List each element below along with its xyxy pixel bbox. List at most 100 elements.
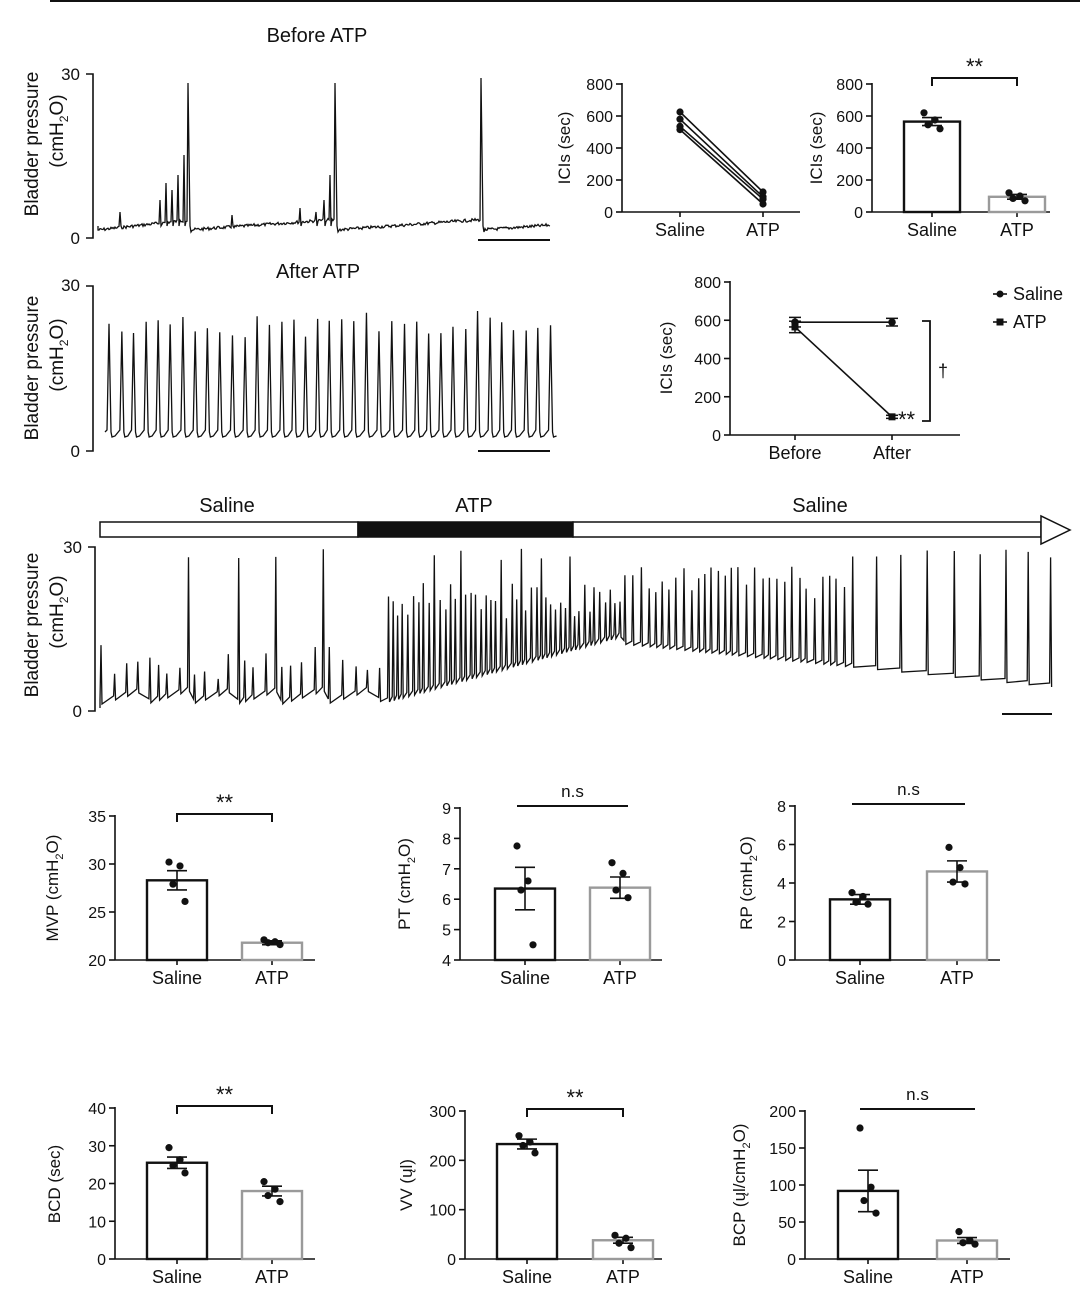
vv-point [627, 1244, 635, 1252]
vv-point [515, 1132, 523, 1140]
bcd-xtick-label: Saline [152, 1267, 202, 1287]
bcp-point [966, 1236, 974, 1245]
bcp-ytick-label: 100 [769, 1178, 796, 1195]
trace-before-yaxis [86, 73, 94, 239]
vv-sig-label: ** [566, 1085, 584, 1110]
ici_bar-ytick-label: 600 [836, 109, 863, 126]
pt-point [619, 869, 627, 877]
ici-paired-line [679, 111, 764, 193]
bcd-bar-saline [145, 1161, 209, 1261]
ici_bar-ylabel: ICIs (sec) [807, 112, 826, 185]
bcd-point [165, 1144, 173, 1152]
pt-panel: 4 5 6 7 8 9 Saline ATP PT (cmH2O) n.s [395, 782, 662, 988]
ici-paired-line [679, 129, 764, 205]
bcp-panel: 0 50 100 150 200 Saline ATP BCP (ųl/cmH2O) n.s [730, 1085, 1010, 1287]
ici-time-marker-atp [791, 323, 799, 331]
vv-point [526, 1138, 534, 1146]
mvp-point [165, 858, 173, 866]
rp-point [945, 843, 953, 851]
bcp-sig-label: n.s [906, 1085, 929, 1104]
segment-label-saline-1: Saline [199, 495, 255, 517]
trace-long-yaxis [88, 546, 96, 712]
pt-point [624, 894, 632, 902]
ici_paired-ytick-label: 200 [586, 173, 613, 190]
trace-before-ylabel-2: (cmH2O) [47, 94, 71, 167]
ici-paired-line [679, 118, 764, 198]
vv-point [611, 1231, 619, 1239]
bcp-point [872, 1209, 880, 1217]
ici-time-marker-saline [888, 318, 896, 326]
vv-ylabel: VV (ųl) [397, 1159, 416, 1211]
segment-bar-saline-2 [572, 521, 1042, 538]
mvp-bar-saline [145, 879, 209, 962]
rp-xtick-label: ATP [940, 968, 974, 988]
ici-paired-point [676, 126, 684, 134]
mvp-point [181, 897, 189, 906]
trace-long-ylabel-1: Bladder pressure [22, 553, 43, 698]
trace-after-ymin: 0 [71, 442, 80, 461]
ici_bar-point [936, 125, 944, 133]
pt-point [524, 877, 532, 885]
vv-ytick-label: 0 [447, 1252, 456, 1269]
rp-ytick-label: 2 [777, 915, 786, 932]
bcd-xtick-label: ATP [255, 1267, 289, 1287]
rp-ylabel: RP (cmH2O) [737, 836, 760, 930]
bcd-ytick-label: 40 [88, 1101, 106, 1118]
ici-paired-point [759, 200, 767, 208]
bcd-bar-atp [240, 1189, 304, 1261]
ici_paired-ytick-label: 400 [586, 141, 613, 158]
trace-before-ymax: 30 [61, 65, 80, 84]
legend-marker-saline [996, 290, 1004, 298]
ici_time-xtick-label: Before [768, 443, 821, 463]
ici_time-ylabel: ICIs (sec) [657, 322, 676, 395]
bcp-point [867, 1183, 875, 1191]
bcp-point [955, 1228, 963, 1236]
ici_bar-bar-saline [902, 120, 962, 214]
rp-ytick-label: 6 [777, 838, 786, 855]
ici_paired-xtick-label: ATP [746, 220, 780, 240]
pt-point [612, 886, 620, 894]
mvp-ytick-label: 30 [88, 857, 106, 874]
rp-point [848, 889, 856, 897]
ici_bar-ytick-label: 200 [836, 173, 863, 190]
ici_time-ytick-label: 200 [694, 390, 721, 407]
rp-point [864, 900, 872, 908]
vv-xtick-label: ATP [606, 1267, 640, 1287]
bcd-ytick-label: 0 [97, 1252, 106, 1269]
vv-xtick-label: Saline [502, 1267, 552, 1287]
ici-time-sig-stars: ** [898, 407, 916, 432]
mvp-ytick-label: 20 [88, 953, 106, 970]
rp-point [956, 864, 964, 872]
ici_bar-sig-bracket [931, 77, 1018, 86]
mvp-point [176, 862, 184, 870]
vv-panel: 0 100 200 300 Saline ATP VV (ųl) ** [397, 1085, 662, 1287]
pt-ytick-label: 5 [442, 923, 451, 940]
timeline-arrow-head [1040, 514, 1072, 546]
ici_bar-ytick-label: 400 [836, 141, 863, 158]
ici_time-ytick-label: 0 [712, 428, 721, 445]
ici_paired-ytick-label: 800 [586, 77, 613, 94]
ici-time-line-atp [794, 326, 893, 418]
mvp-xtick-label: ATP [255, 968, 289, 988]
bcp-ytick-label: 50 [778, 1215, 796, 1232]
pt-ytick-label: 8 [442, 831, 451, 848]
bcp-ytick-label: 200 [769, 1104, 796, 1121]
ici_time-xtick-label: After [873, 443, 911, 463]
vv-point [622, 1234, 630, 1242]
bcd-ytick-label: 30 [88, 1139, 106, 1156]
bcd-point [181, 1169, 189, 1177]
ici-paired-line [679, 125, 764, 200]
ici-time-dagger-bracket [922, 320, 931, 422]
vv-point [519, 1141, 527, 1150]
ici_paired-ytick-label: 0 [604, 205, 613, 222]
ici_bar-point [1005, 189, 1013, 197]
pt-ytick-label: 7 [442, 862, 451, 879]
bcd-ytick-label: 10 [88, 1214, 106, 1231]
pt-ytick-label: 6 [442, 892, 451, 909]
bcd-sig-label: ** [216, 1082, 234, 1107]
mvp-xtick-label: Saline [152, 968, 202, 988]
trace-after-ymax: 30 [61, 276, 80, 295]
pt-point [517, 886, 525, 894]
trace-before-title: Before ATP [267, 25, 368, 47]
